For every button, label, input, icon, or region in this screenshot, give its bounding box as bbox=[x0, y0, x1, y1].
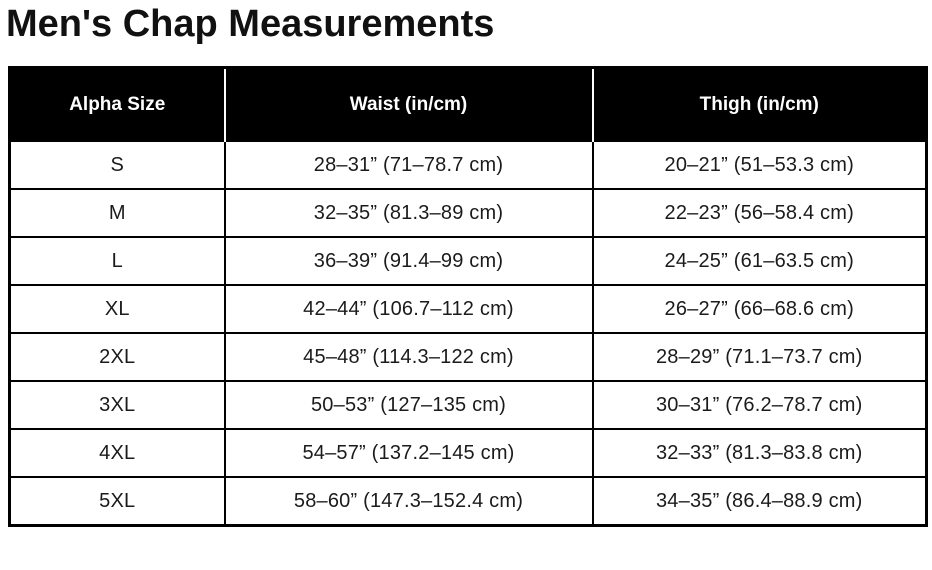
column-header: Thigh (in/cm) bbox=[591, 67, 927, 142]
cell-size: 4XL bbox=[8, 428, 226, 479]
cell-waist: 42–44” (106.7–112 cm) bbox=[223, 284, 594, 335]
cell-size: 2XL bbox=[8, 332, 226, 383]
table-body: S 28–31” (71–78.7 cm) 20–21” (51–53.3 cm) M… bbox=[8, 140, 928, 527]
table-row: 5XL 58–60” (147.3–152.4 cm) 34–35” (86.4–8… bbox=[8, 476, 928, 527]
cell-size: M bbox=[8, 188, 226, 239]
cell-waist: 50–53” (127–135 cm) bbox=[223, 380, 594, 431]
cell-waist: 58–60” (147.3–152.4 cm) bbox=[223, 476, 594, 527]
header-row: Alpha Size Waist (in/cm) Thigh (in/cm) bbox=[9, 67, 927, 142]
cell-size: 3XL bbox=[8, 380, 226, 431]
cell-waist: 32–35” (81.3–89 cm) bbox=[223, 188, 594, 239]
page-title: Men's Chap Measurements bbox=[6, 3, 495, 45]
cell-size: S bbox=[8, 140, 226, 191]
cell-thigh: 22–23” (56–58.4 cm) bbox=[591, 188, 928, 239]
cell-size: XL bbox=[8, 284, 226, 335]
cell-waist: 28–31” (71–78.7 cm) bbox=[223, 140, 594, 191]
table-row: 3XL 50–53” (127–135 cm) 30–31” (76.2–78.7 … bbox=[8, 380, 928, 431]
cell-size: L bbox=[8, 236, 226, 287]
cell-thigh: 24–25” (61–63.5 cm) bbox=[591, 236, 928, 287]
cell-waist: 45–48” (114.3–122 cm) bbox=[223, 332, 594, 383]
cell-thigh: 20–21” (51–53.3 cm) bbox=[591, 140, 928, 191]
cell-waist: 36–39” (91.4–99 cm) bbox=[223, 236, 594, 287]
cell-size: 5XL bbox=[8, 476, 226, 527]
column-header: Waist (in/cm) bbox=[223, 67, 593, 142]
table-row: 2XL 45–48” (114.3–122 cm) 28–29” (71.1–73.… bbox=[8, 332, 928, 383]
column-header: Alpha Size bbox=[9, 67, 225, 142]
measurements-table: Alpha Size Waist (in/cm) Thigh (in/cm) S 28… bbox=[8, 65, 928, 527]
table-row: L 36–39” (91.4–99 cm) 24–25” (61–63.5 cm) bbox=[8, 236, 928, 287]
table-row: S 28–31” (71–78.7 cm) 20–21” (51–53.3 cm) bbox=[8, 140, 928, 191]
cell-thigh: 28–29” (71.1–73.7 cm) bbox=[591, 332, 928, 383]
cell-thigh: 30–31” (76.2–78.7 cm) bbox=[591, 380, 928, 431]
table-row: M 32–35” (81.3–89 cm) 22–23” (56–58.4 cm) bbox=[8, 188, 928, 239]
table-row: 4XL 54–57” (137.2–145 cm) 32–33” (81.3–83.… bbox=[8, 428, 928, 479]
cell-waist: 54–57” (137.2–145 cm) bbox=[223, 428, 594, 479]
cell-thigh: 32–33” (81.3–83.8 cm) bbox=[591, 428, 928, 479]
cell-thigh: 34–35” (86.4–88.9 cm) bbox=[591, 476, 928, 527]
cell-thigh: 26–27” (66–68.6 cm) bbox=[591, 284, 928, 335]
table-row: XL 42–44” (106.7–112 cm) 26–27” (66–68.6 c… bbox=[8, 284, 928, 335]
